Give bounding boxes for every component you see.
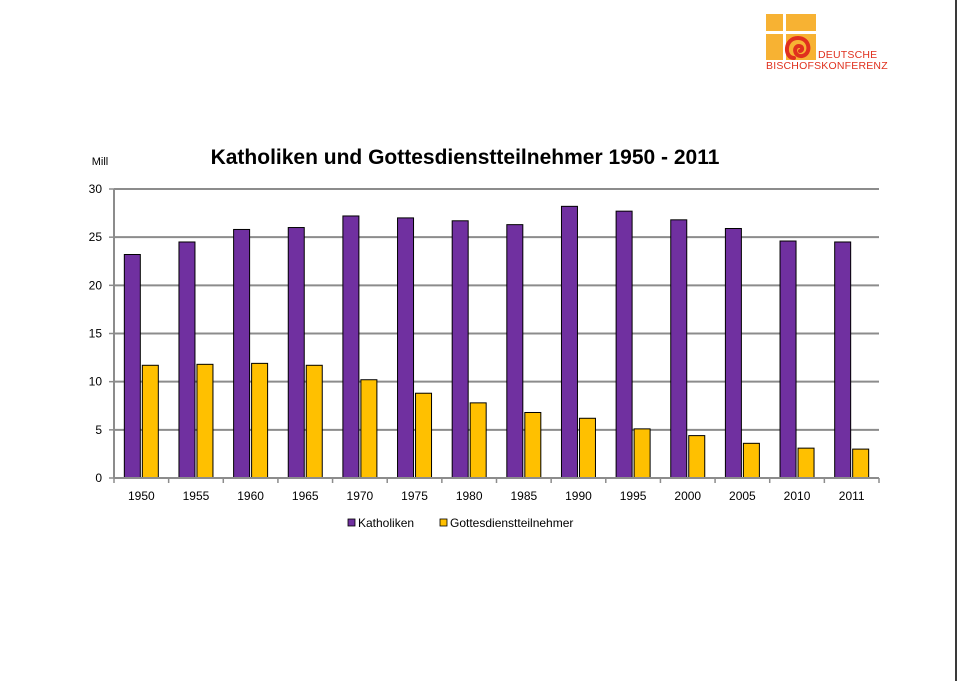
x-tick-label: 1990 [565,489,592,503]
x-tick-label: 1995 [620,489,647,503]
bar-gottesdienstteilnehmer-2005 [742,442,760,479]
legend-label-katholiken: Katholiken [358,516,414,530]
bar-katholiken-1995 [615,210,633,479]
bar-gottesdienstteilnehmer-1995 [633,428,651,479]
bar-gottesdienstteilnehmer-1950 [141,364,159,479]
bar-katholiken-1955 [178,241,196,479]
x-tick-label: 1985 [510,489,537,503]
y-tick-label: 30 [89,182,103,196]
bar-gottesdienstteilnehmer-2010 [797,447,815,479]
bar-gottesdienstteilnehmer-1955 [196,363,214,479]
bar-katholiken-1960 [233,228,251,479]
y-tick-label: 25 [89,230,103,244]
bar-gottesdienstteilnehmer-2000 [688,435,706,479]
x-tick-label: 1980 [456,489,483,503]
legend-swatch-gottesdienstteilnehmer [439,518,448,527]
bar-gottesdienstteilnehmer-1965 [305,364,323,479]
chart-title: Katholiken und Gottesdienstteilnehmer 19… [211,146,720,169]
bar-katholiken-2005 [724,227,742,479]
x-tick-label: 2000 [674,489,701,503]
bar-katholiken-1975 [397,217,415,479]
slide-right-border [955,0,957,681]
x-tick-label: 1975 [401,489,428,503]
x-tick-label: 2005 [729,489,756,503]
y-axis-unit-label: Mill [92,156,109,168]
y-tick-label: 20 [89,278,103,292]
bar-katholiken-1970 [342,215,360,479]
logo-line-2: BISCHOFSKONFERENZ [766,60,888,72]
bar-katholiken-1990 [560,205,578,479]
bar-gottesdienstteilnehmer-1960 [251,362,269,479]
legend-label-gottesdienstteilnehmer: Gottesdienstteilnehmer [450,516,573,530]
x-tick-label: 2011 [839,489,865,503]
bar-katholiken-2010 [779,240,797,479]
bar-gottesdienstteilnehmer-2011 [852,448,870,479]
legend-swatch-katholiken [347,518,356,527]
y-tick-label: 0 [95,471,102,485]
bar-katholiken-1980 [451,220,469,479]
logo-line-1: DEUTSCHE [818,49,878,61]
y-tick-label: 15 [89,327,103,341]
bar-katholiken-1985 [506,224,524,479]
bar-gottesdienstteilnehmer-1990 [578,417,596,479]
bar-katholiken-2011 [834,241,852,479]
logo-icon [766,14,816,60]
y-tick-label: 5 [95,423,102,437]
bar-gottesdienstteilnehmer-1980 [469,402,487,479]
x-tick-label: 2010 [784,489,811,503]
x-tick-label: 1960 [237,489,264,503]
bar-gottesdienstteilnehmer-1970 [360,379,378,479]
bar-katholiken-1950 [123,254,141,479]
logo-wordmark: DEUTSCHE BISCHOFSKONFERENZ [766,49,888,72]
x-tick-label: 1965 [292,489,319,503]
x-tick-label: 1955 [183,489,210,503]
x-tick-label: 1970 [347,489,374,503]
y-tick-label: 10 [89,375,103,389]
bar-katholiken-1965 [287,227,305,479]
bar-gottesdienstteilnehmer-1985 [524,411,542,479]
x-tick-label: 1950 [128,489,155,503]
bar-katholiken-2000 [670,219,688,479]
bar-gottesdienstteilnehmer-1975 [415,392,433,479]
